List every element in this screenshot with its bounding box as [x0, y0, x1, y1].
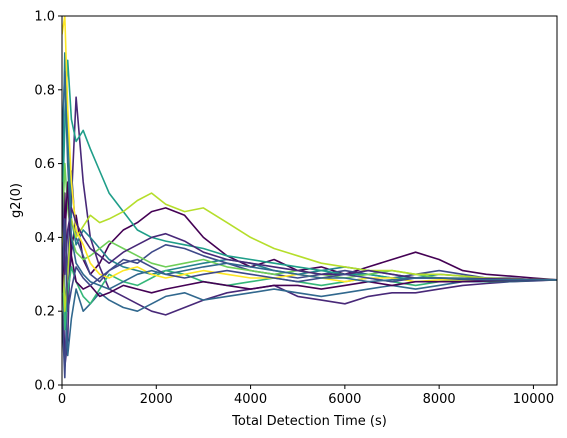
series-line-11: [62, 181, 557, 298]
y-tick-label: 0.0: [34, 379, 55, 394]
series-line-14: [62, 70, 557, 290]
y-tick-label: 0.4: [34, 231, 55, 246]
x-tick-label: 6000: [328, 392, 361, 407]
x-axis-label: Total Detection Time (s): [231, 414, 387, 429]
x-tick-label: 2000: [140, 392, 173, 407]
x-tick-label: 4000: [234, 392, 267, 407]
x-tick-label: 10000: [513, 392, 554, 407]
series-line-13: [62, 218, 557, 313]
series-line-3: [62, 170, 557, 379]
plot-frame: [61, 15, 558, 386]
axes-layer: 0 2000 4000 6000 8000 10000 0.0 0.2 0.4 0.6 0.8 1.0: [34, 10, 558, 407]
y-tick-label: 0.6: [34, 157, 55, 172]
y-tick-label: 0.2: [34, 305, 55, 320]
x-tick-label: 0: [58, 392, 66, 407]
series-layer: [62, 16, 557, 379]
y-axis-label: g2(0): [9, 183, 24, 218]
y-tick-label: 0.8: [34, 83, 55, 98]
series-line-6: [62, 59, 557, 281]
series-line-12: [62, 181, 557, 281]
series-line-2: [62, 96, 557, 368]
series-line-9: [62, 192, 557, 313]
series-line-10: [62, 16, 557, 283]
series-line-4: [62, 163, 557, 357]
y-tick-label: 1.0: [34, 10, 55, 25]
x-tick-label: 8000: [423, 392, 456, 407]
